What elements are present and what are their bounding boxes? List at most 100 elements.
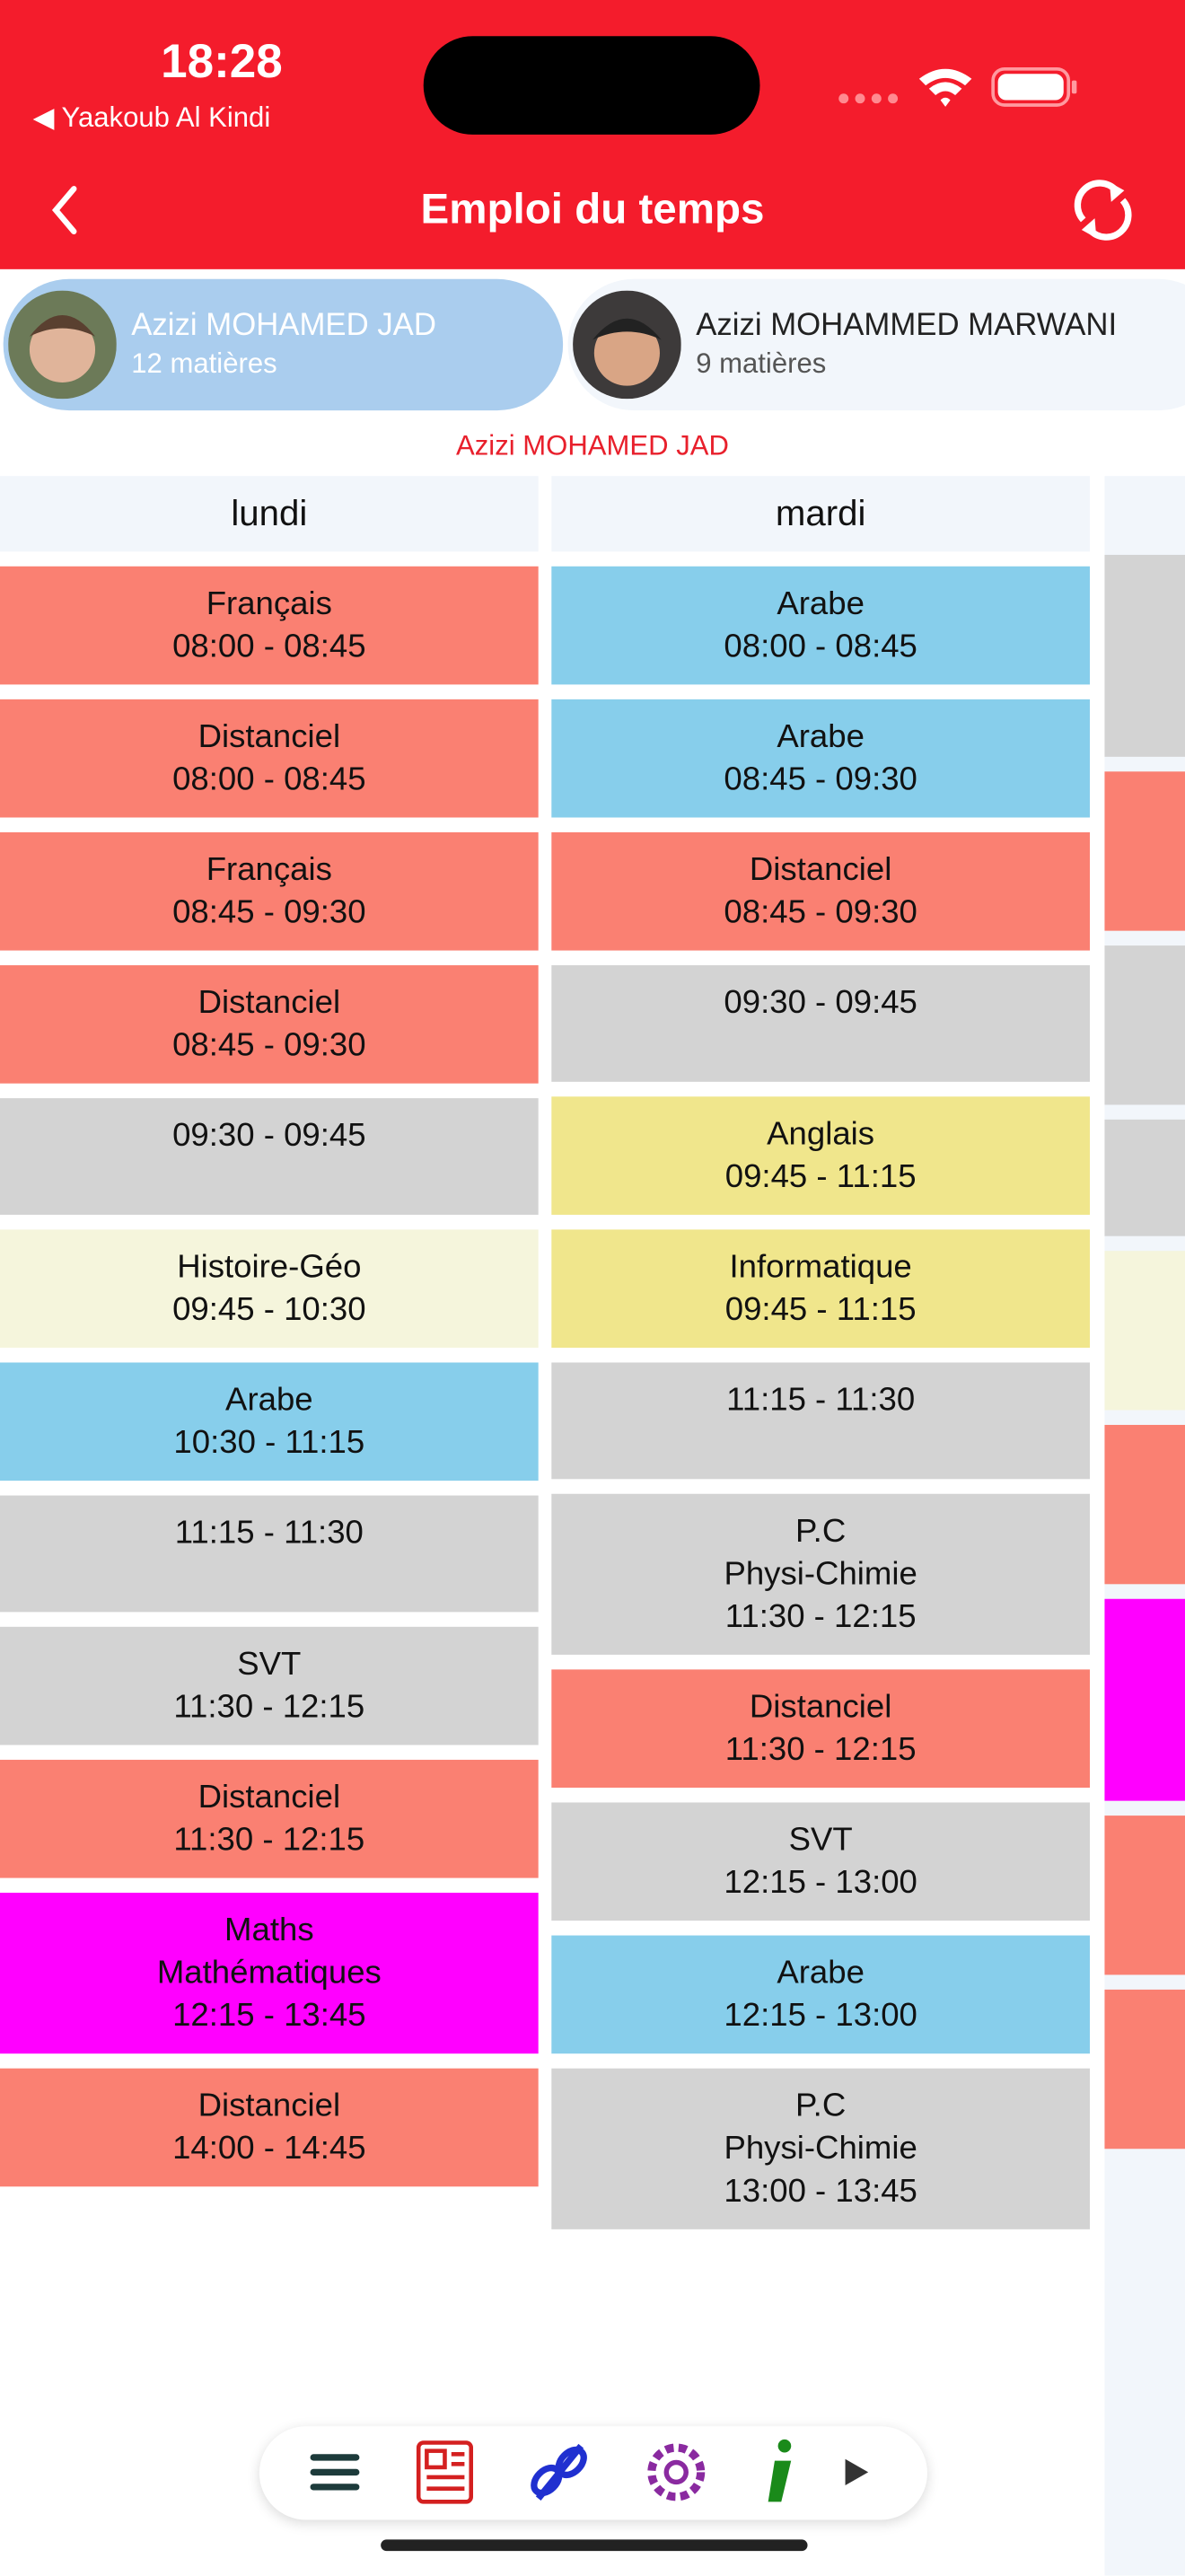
settings-icon[interactable]: [647, 2443, 706, 2501]
slot-line: 10:30 - 11:15: [173, 1424, 365, 1462]
slot-line: Histoire-Géo: [177, 1249, 362, 1286]
slot-line: 09:30 - 09:45: [172, 1118, 366, 1155]
home-indicator: [381, 2539, 808, 2552]
slot[interactable]: Distanciel 08:00 - 08:45: [0, 699, 539, 818]
slot-line: 11:30 - 12:15: [724, 1731, 917, 1769]
back-button[interactable]: [46, 184, 85, 237]
slot[interactable]: Français 08:45 - 09:30: [0, 831, 539, 951]
slot-line: Français: [206, 585, 332, 622]
slot-line: 09:45 - 11:15: [724, 1158, 917, 1196]
slot[interactable]: SVT 12:15 - 13:00: [551, 1802, 1090, 1921]
dynamic-island: [423, 36, 760, 135]
slot-line: Distanciel: [198, 2088, 341, 2124]
slot[interactable]: Maths Mathématiques 12:15 - 13:45: [0, 1893, 539, 2054]
slot-line: 08:45 - 09:30: [172, 894, 366, 931]
slot[interactable]: SVT 11:30 - 12:15: [0, 1626, 539, 1745]
slot[interactable]: Distanciel 08:45 - 09:30: [551, 831, 1090, 951]
refresh-button[interactable]: [1070, 177, 1136, 242]
student-subjects: 12 matières: [131, 347, 277, 380]
link-icon[interactable]: [529, 2443, 588, 2501]
slot-line: 08:45 - 09:30: [172, 1027, 366, 1064]
slot-line: 14:00 - 14:45: [172, 2131, 366, 2167]
slot-line: 08:00 - 08:45: [172, 629, 366, 665]
slot-line: 09:45 - 11:15: [724, 1291, 917, 1329]
slot-line: Distanciel: [198, 1779, 341, 1816]
nav-icons: [310, 2439, 869, 2504]
slot-line: 11:15 - 11:30: [726, 1382, 916, 1419]
slot[interactable]: Arabe 08:00 - 08:45: [551, 566, 1090, 685]
slot-line: 11:30 - 12:15: [724, 1598, 917, 1635]
header-title: Emploi du temps: [420, 183, 765, 233]
slot[interactable]: Distanciel 08:45 - 09:30: [0, 965, 539, 1084]
student-name: Azizi MOHAMMED MARWANI: [696, 308, 1118, 344]
slot-line: Physi-Chimie: [724, 2131, 917, 2167]
menu-icon[interactable]: [310, 2454, 360, 2491]
day-column: mardi Arabe 08:00 - 08:45 Arabe 08:45 - 09:3…: [551, 476, 1090, 2229]
student-pill[interactable]: Azizi MOHAMMED MARWANI 9 matières: [567, 278, 1185, 411]
slot-line: Distanciel: [198, 984, 341, 1022]
slot[interactable]: Arabe 10:30 - 11:15: [0, 1362, 539, 1481]
slot[interactable]: Histoire-Géo 09:45 - 10:30: [0, 1229, 539, 1349]
time: 18:28: [161, 36, 283, 89]
slot-line: Français: [206, 851, 332, 889]
news-icon[interactable]: [416, 2440, 474, 2504]
student-name: Azizi MOHAMED JAD: [131, 308, 436, 344]
slot-line: P.C: [795, 2088, 847, 2124]
slot[interactable]: Informatique 09:45 - 11:15: [551, 1229, 1090, 1349]
slot-line: 09:45 - 10:30: [172, 1291, 366, 1329]
back-app[interactable]: ◀ Yaakoub Al Kindi: [32, 101, 271, 134]
slot[interactable]: Arabe 12:15 - 13:00: [551, 1935, 1090, 2054]
slot-line: 12:15 - 13:45: [172, 1998, 366, 2035]
slot[interactable]: Distanciel 11:30 - 12:15: [551, 1669, 1090, 1789]
slot-line: 08:00 - 08:45: [724, 629, 917, 665]
slot[interactable]: Français 08:00 - 08:45: [0, 566, 539, 685]
slot-line: 08:00 - 08:45: [172, 761, 366, 798]
slot-line: 11:30 - 12:15: [173, 1689, 365, 1726]
day-column: lundi Français 08:00 - 08:45 Distanciel 08:0…: [0, 476, 539, 2187]
slot-line: Distanciel: [749, 1689, 892, 1726]
slot-line: Arabe: [225, 1382, 313, 1419]
slot-line: 09:30 - 09:45: [724, 984, 917, 1022]
slot[interactable]: Arabe 08:45 - 09:30: [551, 699, 1090, 818]
slot-line: 13:00 - 13:45: [724, 2173, 917, 2210]
student-subjects: 9 matières: [696, 347, 827, 380]
slot[interactable]: 11:15 - 11:30: [551, 1362, 1090, 1480]
slot-line: P.C: [795, 1513, 847, 1550]
slot-line: Distanciel: [749, 851, 892, 889]
slot-line: Informatique: [729, 1249, 912, 1286]
student-pill[interactable]: Azizi MOHAMED JAD 12 matières: [3, 278, 564, 411]
slot-line: 12:15 - 13:00: [724, 1864, 917, 1902]
slot[interactable]: 09:30 - 09:45: [551, 965, 1090, 1082]
slot[interactable]: Distanciel 11:30 - 12:15: [0, 1759, 539, 1878]
slot-line: Distanciel: [198, 718, 341, 756]
slot-line: 11:15 - 11:30: [174, 1515, 364, 1552]
slot-line: 11:30 - 12:15: [173, 1822, 365, 1859]
slot[interactable]: 11:15 - 11:30: [0, 1495, 539, 1613]
bottom-nav: [259, 2426, 927, 2520]
slot-line: Arabe: [777, 585, 865, 622]
slot-line: Anglais: [767, 1116, 875, 1153]
day-header: lundi: [0, 476, 539, 552]
day-header: mardi: [551, 476, 1090, 552]
slot[interactable]: P.C Physi-Chimie 13:00 - 13:45: [551, 2068, 1090, 2229]
avatar: [573, 290, 681, 400]
slot-line: Arabe: [777, 1955, 865, 1991]
status-icons: [838, 66, 1077, 107]
slot-line: Mathématiques: [156, 1955, 382, 1991]
slot-line: SVT: [237, 1646, 302, 1684]
slot-line: SVT: [788, 1822, 853, 1859]
play-icon[interactable]: [845, 2458, 869, 2486]
top-bar: 18:28 ◀ Yaakoub Al Kindi Emploi du temps: [0, 0, 1185, 269]
slot[interactable]: P.C Physi-Chimie 11:30 - 12:15: [551, 1493, 1090, 1655]
slot-line: Arabe: [777, 718, 865, 756]
slot[interactable]: Anglais 09:45 - 11:15: [551, 1096, 1090, 1215]
info-icon[interactable]: [768, 2439, 792, 2502]
slot-line: 08:45 - 09:30: [724, 761, 917, 798]
slot-line: Physi-Chimie: [724, 1556, 917, 1593]
slot[interactable]: 09:30 - 09:45: [0, 1098, 539, 1215]
slot-line: 12:15 - 13:00: [724, 1998, 917, 2035]
selected-student: Azizi MOHAMED JAD: [456, 430, 729, 462]
slot-line: 08:45 - 09:30: [724, 894, 917, 931]
slot[interactable]: Distanciel 14:00 - 14:45: [0, 2068, 539, 2187]
